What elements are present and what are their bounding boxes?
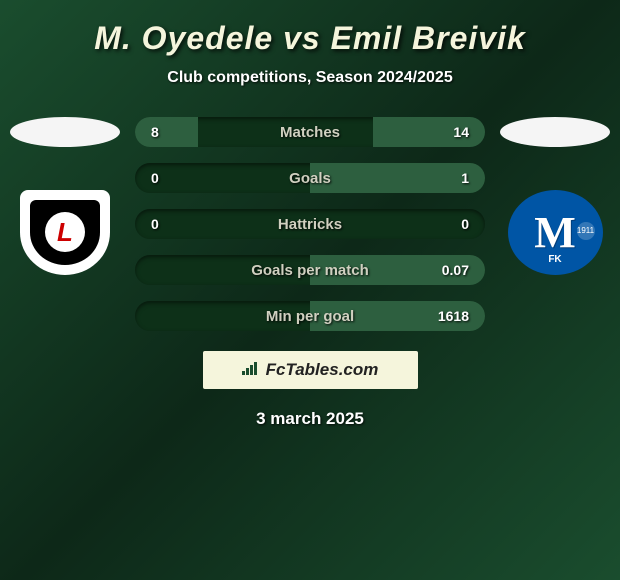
stat-fill-right — [310, 163, 485, 193]
infographic-container: M. Oyedele vs Emil Breivik Club competit… — [0, 0, 620, 439]
right-column: M FK 1911 — [495, 117, 615, 277]
stat-bar-matches: 8 Matches 14 — [135, 117, 485, 147]
stat-value-left: 0 — [151, 170, 159, 186]
brand-box: FcTables.com — [203, 351, 418, 389]
stat-bar-gpm: Goals per match 0.07 — [135, 255, 485, 285]
brand-text: FcTables.com — [266, 360, 379, 380]
club-badge-left: L — [15, 187, 115, 277]
club-badge-right: M FK 1911 — [505, 187, 605, 277]
stat-fill-left — [135, 117, 198, 147]
content-row: L 8 Matches 14 0 Goals 1 — [0, 117, 620, 331]
left-column: L — [5, 117, 125, 277]
molde-letter: M — [534, 207, 576, 258]
stat-label: Matches — [280, 124, 340, 141]
stat-label: Min per goal — [266, 308, 354, 325]
stat-bar-mpg: Min per goal 1618 — [135, 301, 485, 331]
chart-icon — [242, 361, 260, 380]
page-title: M. Oyedele vs Emil Breivik — [94, 20, 526, 57]
page-subtitle: Club competitions, Season 2024/2025 — [167, 69, 452, 87]
molde-shield-icon: M FK 1911 — [508, 190, 603, 275]
stat-value-left: 0 — [151, 216, 159, 232]
stat-value-right: 1 — [461, 170, 469, 186]
date-text: 3 march 2025 — [256, 409, 364, 429]
stat-value-left: 8 — [151, 124, 159, 140]
player-right-placeholder — [500, 117, 610, 147]
molde-year: 1911 — [577, 222, 595, 240]
player-left-placeholder — [10, 117, 120, 147]
legia-shield-icon: L — [20, 190, 110, 275]
stat-bar-hattricks: 0 Hattricks 0 — [135, 209, 485, 239]
stat-bar-goals: 0 Goals 1 — [135, 163, 485, 193]
stat-label: Goals — [289, 170, 331, 187]
stat-label: Goals per match — [251, 262, 369, 279]
stat-value-right: 0.07 — [442, 262, 469, 278]
molde-sub: FK — [548, 254, 561, 265]
stat-value-right: 0 — [461, 216, 469, 232]
stat-label: Hattricks — [278, 216, 342, 233]
stat-value-right: 14 — [453, 124, 469, 140]
legia-inner-icon: L — [30, 200, 100, 265]
stat-value-right: 1618 — [438, 308, 469, 324]
stats-column: 8 Matches 14 0 Goals 1 0 Hattricks 0 — [125, 117, 495, 331]
legia-letter: L — [45, 212, 85, 252]
